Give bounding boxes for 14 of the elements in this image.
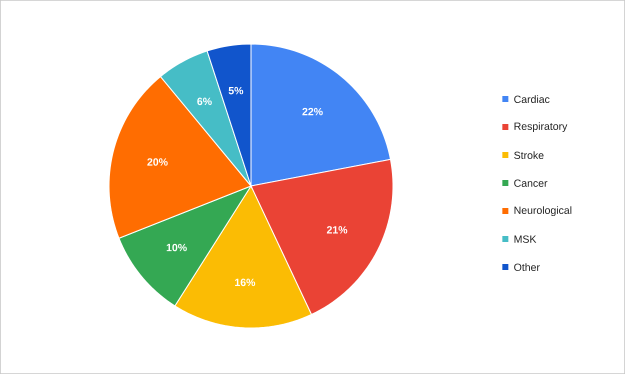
data-label: 10% <box>166 244 187 252</box>
legend-label: Other <box>514 263 540 272</box>
data-label: 21% <box>326 226 348 234</box>
data-label: 6% <box>197 98 212 106</box>
legend-label: Cancer <box>514 179 548 187</box>
data-label: 20% <box>147 158 168 166</box>
legend-label: Neurological <box>514 206 572 216</box>
legend-label: Stroke <box>514 151 544 160</box>
legend-label: MSK <box>514 235 536 243</box>
legend-label: Respiratory <box>514 122 568 132</box>
data-label: 22% <box>302 108 323 116</box>
data-label: 5% <box>228 86 244 94</box>
data-label: 16% <box>235 278 256 286</box>
legend-label: Cardiac <box>514 95 550 104</box>
